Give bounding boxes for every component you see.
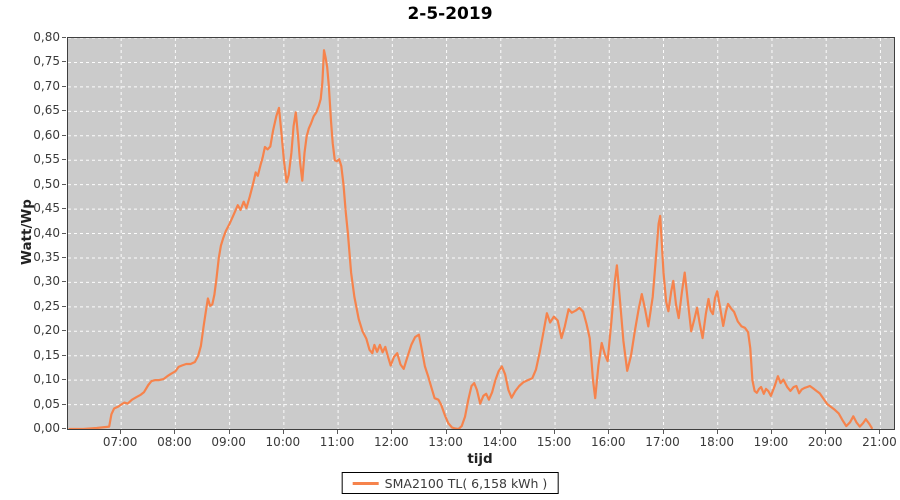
tick-mark — [228, 430, 230, 434]
x-tick-label: 15:00 — [536, 435, 572, 449]
y-tick-label: 0,45 — [33, 201, 60, 216]
y-tick-label: 0,70 — [33, 78, 60, 93]
y-tick-label: 0,00 — [33, 421, 60, 435]
tick-mark — [62, 428, 66, 429]
tick-mark — [62, 37, 66, 38]
tick-mark — [62, 330, 66, 332]
series-line — [68, 49, 873, 429]
y-tick-label: 0,20 — [33, 323, 60, 338]
y-tick-label: 0,60 — [33, 127, 60, 142]
x-tick-label: 20:00 — [807, 435, 843, 449]
tick-mark — [770, 430, 772, 434]
y-tick-label: 0,30 — [33, 274, 60, 289]
tick-mark — [608, 430, 610, 434]
tick-mark — [62, 159, 66, 161]
x-tick-label: 10:00 — [265, 435, 301, 449]
tick-mark — [174, 430, 176, 434]
y-tick-label: 0,10 — [33, 372, 60, 387]
tick-mark — [662, 430, 664, 434]
tick-mark — [716, 430, 718, 434]
tick-mark — [62, 61, 66, 63]
plot-area — [67, 37, 895, 430]
legend-label: SMA2100 TL( 6,158 kWh ) — [384, 475, 548, 491]
y-tick-label: 0,80 — [33, 30, 60, 44]
y-tick-label: 0,05 — [33, 396, 60, 411]
legend-line-swatch — [352, 481, 379, 485]
y-tick-label: 0,75 — [33, 54, 60, 69]
tick-mark — [62, 208, 66, 210]
tick-mark — [62, 281, 66, 283]
tick-mark — [62, 305, 66, 307]
tick-mark — [120, 430, 122, 434]
x-tick-label: 16:00 — [590, 435, 626, 449]
chart-title: 2-5-2019 — [407, 4, 493, 24]
y-tick-label: 0,65 — [33, 103, 60, 118]
tick-mark — [825, 430, 827, 434]
tick-mark — [282, 430, 284, 434]
x-tick-label: 07:00 — [102, 435, 138, 449]
plot-canvas — [68, 38, 894, 429]
tick-mark — [499, 430, 501, 434]
tick-mark — [62, 232, 66, 234]
x-tick-label: 17:00 — [645, 435, 680, 449]
tick-mark — [62, 110, 66, 112]
y-tick-label: 0,40 — [33, 225, 60, 240]
x-tick-label: 09:00 — [211, 435, 246, 449]
tick-mark — [62, 183, 66, 185]
x-tick-label: 11:00 — [319, 435, 355, 449]
tick-mark — [445, 430, 447, 434]
x-tick-label: 08:00 — [157, 435, 192, 449]
y-tick-label: 0,55 — [33, 152, 60, 167]
tick-mark — [879, 430, 881, 434]
x-tick-label: 21:00 — [862, 435, 897, 449]
tick-mark — [391, 430, 393, 434]
tick-mark — [554, 430, 556, 434]
tick-mark — [337, 430, 339, 434]
tick-mark — [62, 256, 66, 258]
tick-mark — [62, 379, 66, 381]
x-tick-label: 12:00 — [374, 435, 409, 449]
y-tick-label: 0,15 — [33, 347, 60, 362]
x-tick-label: 18:00 — [699, 435, 735, 449]
tick-mark — [62, 85, 66, 87]
x-tick-label: 14:00 — [482, 435, 518, 449]
legend: SMA2100 TL( 6,158 kWh ) — [341, 472, 559, 494]
x-tick-label: 19:00 — [753, 435, 789, 449]
tick-mark — [62, 134, 66, 136]
tick-mark — [62, 354, 66, 356]
tick-mark — [62, 403, 66, 405]
y-tick-label: 0,25 — [33, 298, 60, 313]
x-tick-label: 13:00 — [428, 435, 463, 449]
x-axis-title: tijd — [467, 451, 493, 467]
y-tick-label: 0,50 — [33, 176, 60, 191]
y-tick-label: 0,35 — [33, 249, 60, 264]
